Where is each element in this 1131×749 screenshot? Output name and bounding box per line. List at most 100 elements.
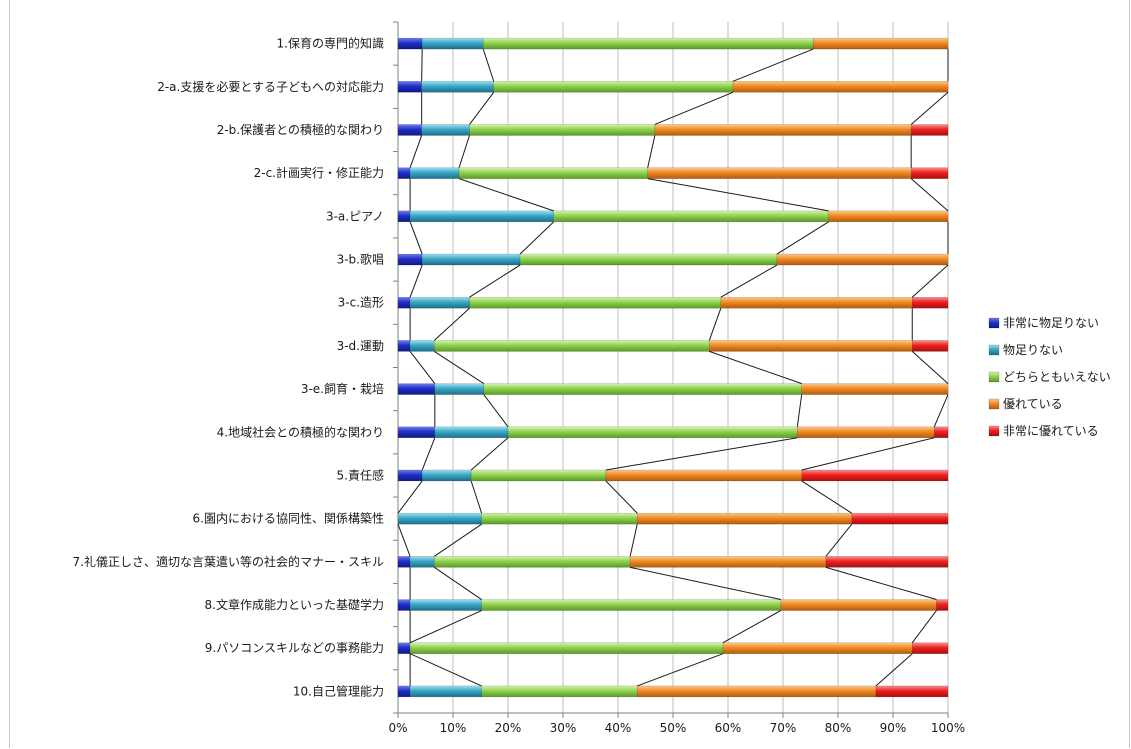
- bar-segment: [397, 124, 422, 136]
- bar-segment: [647, 167, 912, 179]
- bar-segment: [797, 426, 935, 439]
- series-line: [519, 221, 554, 255]
- x-tick-label: 80%: [825, 721, 852, 735]
- bar-segment: [409, 296, 470, 309]
- bar-segment: [409, 210, 554, 223]
- bar-segment: [553, 210, 829, 223]
- bar-segment: [397, 556, 411, 568]
- legend-entry: 非常に物足りない: [1003, 316, 1099, 330]
- legend-swatch: [988, 371, 1000, 383]
- bar-segment: [481, 599, 782, 611]
- legend-entry: どちらともいえない: [1003, 370, 1111, 384]
- bar-segment: [813, 37, 949, 50]
- bar-segment: [409, 599, 482, 611]
- bar-segment: [875, 685, 949, 698]
- series-line: [458, 178, 554, 212]
- x-tick-label: 0%: [388, 721, 407, 735]
- bar-segment: [397, 426, 436, 439]
- bar-segment: [637, 685, 877, 698]
- bar-segment: [493, 81, 734, 93]
- category-label: 2-a.支援を必要とする子どもへの対応能力: [157, 80, 384, 94]
- bar-segment: [912, 642, 949, 654]
- series-line: [629, 524, 638, 557]
- series-line: [910, 178, 949, 212]
- category-label: 4.地域社会との積極的な関わり: [217, 424, 384, 439]
- series-line: [647, 178, 829, 212]
- series-line: [654, 91, 734, 125]
- category-label: 3-e.飼育・栽培: [301, 381, 384, 396]
- bar-segment: [637, 512, 852, 525]
- bar-segment: [934, 426, 949, 439]
- bar-segment: [469, 296, 722, 309]
- bar-segment: [722, 642, 913, 654]
- legend-entry: 物足りない: [1003, 343, 1063, 357]
- series-line: [776, 221, 829, 255]
- bar-segment: [483, 383, 802, 395]
- bar-segment: [481, 512, 638, 525]
- bar-segment: [409, 685, 482, 698]
- bar-segment: [654, 124, 912, 136]
- x-tick-label: 60%: [715, 721, 742, 735]
- category-label: 2-b.保護者との積極的な関わり: [217, 122, 384, 137]
- bar-segment: [481, 685, 638, 698]
- bar-segment: [828, 210, 949, 223]
- bar-segment: [397, 642, 411, 654]
- x-tick-labels: 0% 10% 20% 30% 40% 50% 60% 70% 80% 90% 100%: [388, 721, 965, 735]
- series-line: [801, 480, 853, 514]
- series-line: [605, 480, 638, 514]
- x-tick-label: 90%: [880, 721, 907, 735]
- category-label: 10.自己管理能力: [293, 683, 384, 698]
- series-line: [409, 264, 423, 298]
- series-line: [720, 264, 778, 298]
- bar-segment: [409, 556, 435, 568]
- category-label: 8.文章作成能力といった基礎学力: [205, 597, 384, 612]
- bar-segment: [421, 124, 470, 136]
- x-tick-label: 20%: [495, 721, 522, 735]
- series-line: [434, 566, 482, 600]
- series-line: [708, 308, 722, 341]
- series-line: [482, 48, 495, 82]
- category-label: 3-b.歌唱: [337, 252, 384, 267]
- series-line: [409, 221, 423, 255]
- x-tick-label: 100%: [931, 721, 965, 735]
- bar-segment: [434, 556, 631, 568]
- category-label: 3-c.造形: [338, 296, 384, 310]
- series-line: [637, 653, 724, 687]
- bar-segment: [732, 81, 949, 93]
- bar-segment: [629, 556, 827, 568]
- series-line: [796, 394, 803, 427]
- category-labels: 1.保育の専門的知識 2-a.支援を必要とする子どもへの対応能力 2-b.保護者との…: [73, 36, 384, 699]
- x-tick-label: 50%: [660, 721, 687, 735]
- series-line: [434, 350, 485, 385]
- series-line: [911, 264, 949, 298]
- bar-segment: [910, 167, 949, 179]
- series-line: [825, 523, 853, 557]
- legend-entry: 優れている: [1003, 397, 1063, 411]
- bar-segment: [458, 167, 648, 179]
- legend-swatch: [988, 344, 1000, 356]
- bar-segment: [397, 167, 411, 179]
- series-line: [910, 91, 949, 125]
- bar-segment: [397, 685, 411, 698]
- series-line: [801, 437, 935, 471]
- series-line: [409, 351, 436, 384]
- series-line: [483, 394, 509, 428]
- bar-segment: [397, 340, 411, 352]
- bar-segment: [434, 383, 485, 395]
- x-tick-label: 30%: [550, 721, 577, 735]
- bar-segment: [421, 37, 484, 50]
- series-line: [421, 437, 436, 471]
- series-line: [458, 135, 470, 168]
- series-line: [469, 264, 521, 298]
- bar-segment: [519, 253, 778, 266]
- series-line: [911, 610, 937, 644]
- bar-segment: [776, 253, 949, 266]
- series-line: [709, 350, 802, 385]
- series-line: [732, 48, 814, 82]
- bar-segment: [483, 37, 814, 50]
- x-tick-label: 10%: [440, 721, 467, 735]
- bar-segment: [780, 599, 937, 611]
- series-line: [469, 91, 495, 125]
